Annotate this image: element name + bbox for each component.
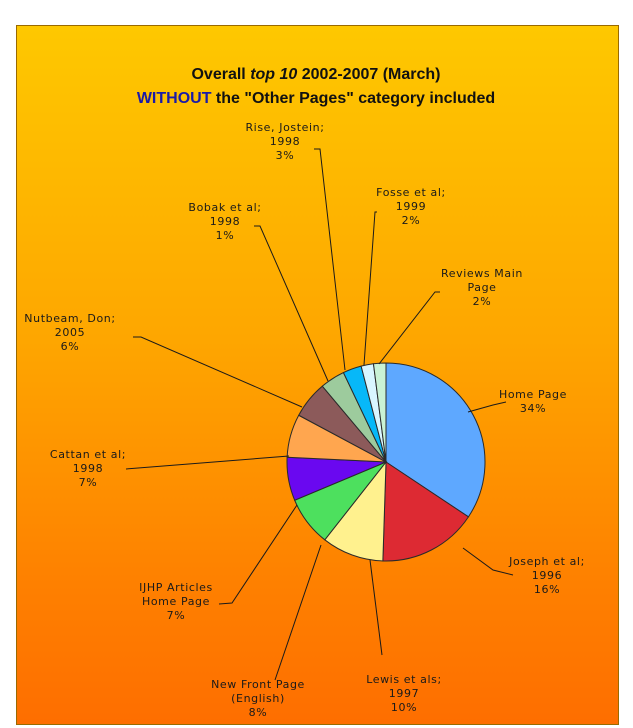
slice-label-line: Home Page (499, 388, 567, 401)
slice-label-9: Rise, Jostein; 1998 3% (245, 121, 324, 162)
leader-line-5 (218, 504, 298, 605)
leader-line-11 (378, 291, 440, 365)
slice-label-line: IJHP Articles (139, 581, 213, 594)
slice-label-8: Bobak et al; 1998 1% (188, 201, 261, 242)
slice-label-line: New Front Page (211, 678, 305, 691)
slice-label-line: Rise, Jostein; (245, 121, 324, 134)
leader-lines (125, 148, 514, 681)
chart-title-line-1: Overall top 10 2002-2007 (March) (191, 66, 440, 83)
slice-label-line: 1998 (210, 215, 240, 228)
leader-line-1 (467, 401, 507, 413)
slice-label-line: 3% (276, 149, 295, 162)
slice-label-line: Nutbeam, Don; (24, 312, 115, 325)
slice-label-6: Cattan et al; 1998 7% (50, 448, 126, 489)
chart-background (16, 25, 619, 725)
slice-label-line: Reviews Main (441, 267, 523, 280)
slice-label-line: Lewis et als; (366, 673, 442, 686)
slice-label-line: Joseph et al; (508, 555, 585, 568)
slice-label-line: 1997 (389, 687, 419, 700)
slice-label-line: 1998 (270, 135, 300, 148)
pie-slices (286, 362, 486, 562)
slice-label-line: 7% (79, 476, 98, 489)
slice-label-line: 6% (61, 340, 80, 353)
slice-label-line: Home Page (142, 595, 210, 608)
slice-label-2: Joseph et al; 1996 16% (508, 555, 585, 596)
slice-label-4: New Front Page (English) 8% (211, 678, 305, 719)
slice-label-line: 1996 (532, 569, 562, 582)
slice-label-line: 16% (534, 583, 560, 596)
slice-label-line: Page (467, 281, 496, 294)
leader-line-8 (254, 225, 329, 382)
leader-line-4 (274, 544, 322, 681)
slice-label-line: Cattan et al; (50, 448, 126, 461)
leader-line-3 (369, 559, 383, 656)
slice-label-line: 2005 (55, 326, 85, 339)
leader-line-10 (363, 211, 377, 366)
slice-label-line: 2% (473, 295, 492, 308)
slice-label-line: 1% (216, 229, 235, 242)
slice-label-line: Fosse et al; (376, 186, 446, 199)
leader-line-2 (462, 547, 514, 576)
chart-title-line-2: WITHOUT the "Other Pages" category inclu… (137, 90, 495, 107)
slice-label-line: (English) (231, 692, 285, 705)
leader-line-7 (133, 336, 303, 408)
slice-label-line: 2% (402, 214, 421, 227)
slice-label-line: 1998 (73, 462, 103, 475)
slice-label-11: Reviews Main Page 2% (441, 267, 523, 308)
slice-label-3: Lewis et als; 1997 10% (366, 673, 442, 714)
slice-label-7: Nutbeam, Don; 2005 6% (24, 312, 115, 353)
slice-label-line: 34% (520, 402, 546, 415)
pie-slice-2 (382, 461, 470, 562)
slice-label-line: 1999 (396, 200, 426, 213)
slice-label-line: 10% (391, 701, 417, 714)
slice-label-line: 8% (249, 706, 268, 719)
leader-line-6 (125, 455, 290, 470)
slice-label-line: 7% (167, 609, 186, 622)
slice-label-1: Home Page 34% (499, 388, 567, 415)
slice-labels: Home Page 34%Joseph et al; 1996 16%Lewis et… (24, 121, 585, 719)
leader-line-9 (314, 148, 346, 371)
slice-label-line: Bobak et al; (188, 201, 261, 214)
slice-label-5: IJHP Articles Home Page 7% (139, 581, 213, 622)
slice-label-10: Fosse et al; 1999 2% (376, 186, 446, 227)
